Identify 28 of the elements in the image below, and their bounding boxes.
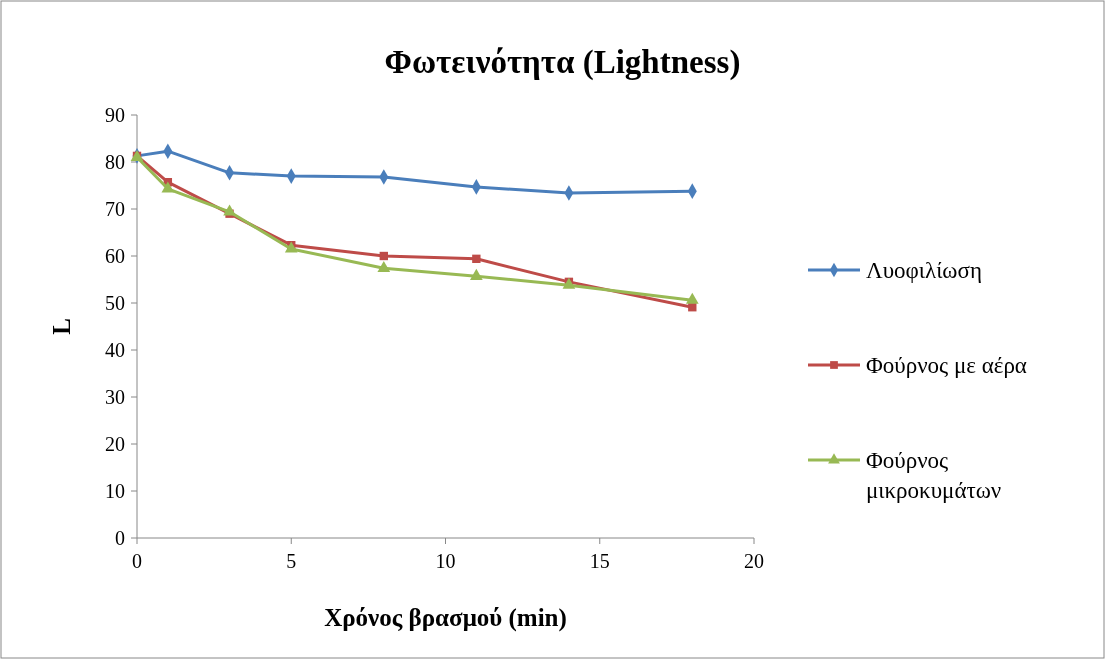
x-tick-label: 20 [744,550,764,572]
y-tick-label: 80 [105,151,125,173]
point [379,251,388,261]
legend-label: Λυοφιλίωση [866,258,982,283]
x-axis-title: Χρόνος βρασμού (min) [324,604,567,632]
point [161,181,175,193]
y-tick-label: 90 [105,104,125,126]
y-tick-label: 60 [105,245,125,267]
point [685,292,699,304]
point [223,204,236,216]
y-tick-label: 20 [105,433,125,455]
legend-label: Φούρνος με αέρα [866,353,1027,378]
y-tick-label: 0 [115,527,125,549]
chart-title: Φωτεινότητα (Lightness) [384,44,741,81]
y-tick-label: 70 [105,198,125,220]
x-tick-label: 5 [286,550,297,572]
y-tick-label: 40 [105,339,125,361]
y-tick-label: 10 [105,480,125,502]
x-tick-label: 0 [132,550,142,572]
y-tick-label: 30 [105,386,125,408]
point [472,254,481,263]
y-axis-title: L [48,318,75,335]
x-tick-label: 15 [589,550,610,572]
point [469,268,483,280]
point [377,260,391,272]
legend-label: Φούρνος μικροκυμάτων [866,448,1002,503]
y-tick-label: 50 [105,292,125,314]
x-tick-label: 10 [435,550,456,572]
